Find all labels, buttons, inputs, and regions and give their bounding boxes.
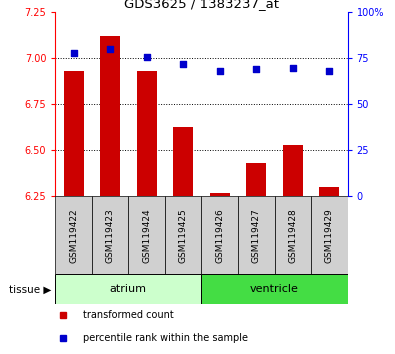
Bar	[165, 196, 201, 274]
Point	[253, 67, 260, 72]
Bar	[238, 196, 275, 274]
Bar	[311, 196, 348, 274]
Text: ventricle: ventricle	[250, 284, 299, 295]
Text: GSM119425: GSM119425	[179, 208, 188, 263]
Title: GDS3625 / 1383237_at: GDS3625 / 1383237_at	[124, 0, 279, 10]
Bar	[210, 193, 230, 196]
Point	[216, 68, 223, 74]
Text: atrium: atrium	[110, 284, 147, 295]
Text: GSM119427: GSM119427	[252, 208, 261, 263]
Bar	[55, 196, 92, 274]
Bar	[100, 36, 120, 196]
Text: GSM119429: GSM119429	[325, 208, 334, 263]
Point	[70, 50, 77, 56]
Bar	[319, 187, 339, 196]
Text: GSM119422: GSM119422	[69, 208, 78, 263]
Bar	[246, 163, 266, 196]
Point	[107, 46, 113, 52]
Text: percentile rank within the sample: percentile rank within the sample	[83, 333, 248, 343]
Bar	[64, 71, 84, 196]
Point	[143, 54, 150, 59]
Bar	[173, 126, 193, 196]
Text: tissue ▶: tissue ▶	[9, 284, 51, 295]
Bar	[55, 274, 201, 304]
Text: transformed count: transformed count	[83, 309, 174, 320]
Point	[290, 65, 296, 70]
Text: GSM119424: GSM119424	[142, 208, 151, 263]
Bar	[92, 196, 128, 274]
Bar	[201, 196, 238, 274]
Bar	[128, 196, 165, 274]
Text: GSM119423: GSM119423	[105, 208, 115, 263]
Text: GSM119428: GSM119428	[288, 208, 297, 263]
Point	[326, 68, 333, 74]
Bar	[201, 274, 348, 304]
Bar	[283, 145, 303, 196]
Bar	[275, 196, 311, 274]
Bar	[137, 71, 157, 196]
Text: GSM119426: GSM119426	[215, 208, 224, 263]
Point	[180, 61, 186, 67]
